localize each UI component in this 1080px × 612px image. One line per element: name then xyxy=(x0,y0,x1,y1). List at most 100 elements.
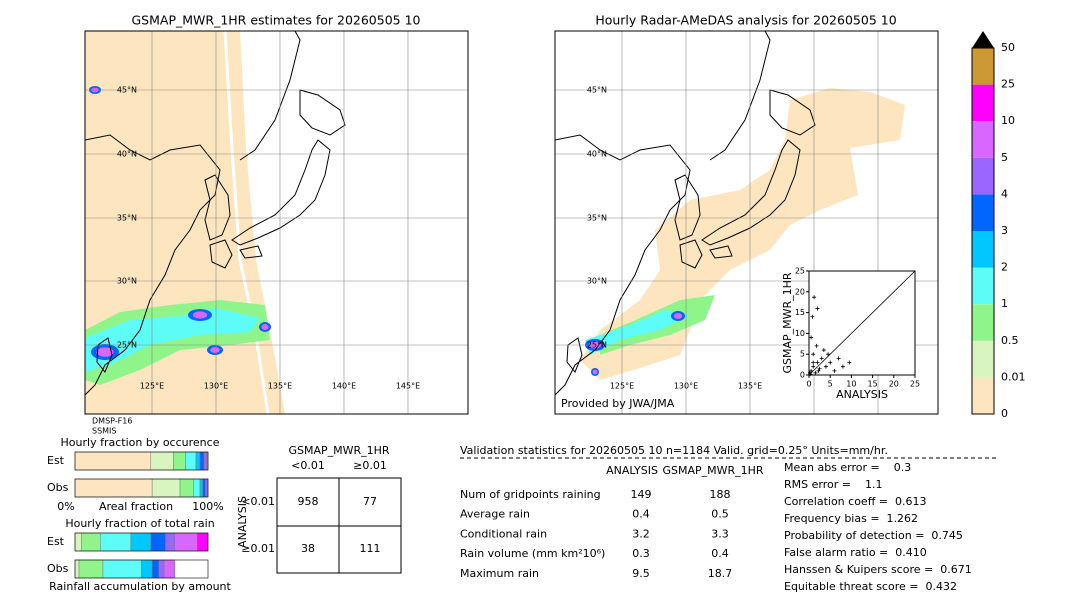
table-title: GSMAP_MWR_1HR xyxy=(288,444,389,457)
bar-frame xyxy=(74,559,209,579)
bar-frame xyxy=(74,478,209,498)
colorbar-label: 2 xyxy=(1001,261,1008,274)
fraction-segment xyxy=(158,559,165,579)
colorbar-label: 3 xyxy=(1001,224,1008,237)
stat-value: 188 xyxy=(710,488,731,501)
stat-label: Num of gridpoints raining xyxy=(460,488,601,501)
map-content xyxy=(85,31,468,414)
cell: 77 xyxy=(363,495,377,508)
panel-footer: Rainfall accumulation by amount xyxy=(49,580,231,593)
lon-label: 130°E xyxy=(204,382,228,391)
axis-label: Areal fraction xyxy=(99,500,173,513)
colorbar-label: 5 xyxy=(1001,151,1008,164)
colorbar-swatch xyxy=(972,48,994,85)
diagonal xyxy=(808,270,916,376)
colorbar-label: 10 xyxy=(1001,114,1015,127)
lat-label: 25°N xyxy=(587,341,607,350)
x-tick-label: 25 xyxy=(910,380,920,389)
lon-label: 130°E xyxy=(674,382,698,391)
stat-label: Rain volume (mm km²10⁶) xyxy=(460,547,605,560)
lon-label: 140°E xyxy=(332,382,356,391)
scatter-point xyxy=(807,370,812,375)
fraction-segment xyxy=(193,478,201,498)
score: Equitable threat score = 0.432 xyxy=(784,580,957,593)
rain-area xyxy=(585,310,690,355)
fraction-segment xyxy=(185,451,197,471)
rain-cell xyxy=(96,347,114,357)
lat-label: 45°N xyxy=(587,86,607,95)
y-tick-label: 25 xyxy=(795,267,805,276)
sensor-note: DMSP-F16 xyxy=(92,417,132,426)
column-header: GSMAP_MWR_1HR xyxy=(662,464,763,477)
colorbar-label: 0 xyxy=(1001,407,1008,420)
fraction-segment xyxy=(102,559,142,579)
rain-area xyxy=(580,88,905,380)
stat-value: 3.2 xyxy=(632,527,650,540)
map-frame xyxy=(554,30,939,415)
scatter-point xyxy=(816,368,821,373)
scatter-point xyxy=(811,364,816,369)
y-tick-label: 5 xyxy=(800,350,805,359)
scatter-point xyxy=(811,352,816,357)
x-tick-label: 15 xyxy=(868,380,878,389)
scatter-point xyxy=(814,343,819,348)
lat-label: 40°N xyxy=(587,150,607,159)
fraction-segment xyxy=(150,451,174,471)
row-header: ≥0.01 xyxy=(241,542,275,555)
column-header: <0.01 xyxy=(291,459,325,472)
fraction-segment xyxy=(205,478,209,498)
lat-label: 25°N xyxy=(117,341,137,350)
scatter-point xyxy=(823,364,828,369)
colorbar-label: 4 xyxy=(1001,187,1008,200)
colorbar-label: 0.01 xyxy=(1001,370,1026,383)
colorbar-label: 1 xyxy=(1001,297,1008,310)
scatter-point xyxy=(840,364,845,369)
bar-frame xyxy=(74,451,209,471)
colorbar-extend xyxy=(972,31,994,48)
row-label: Obs xyxy=(47,481,69,494)
fraction-segment xyxy=(130,532,152,552)
stat-label: Average rain xyxy=(460,508,530,521)
x-tick-label: 5 xyxy=(828,380,833,389)
score: Probability of detection = 0.745 xyxy=(784,529,963,542)
scatter-point xyxy=(811,360,816,365)
fraction-segment xyxy=(151,478,181,498)
axis-label: 0% xyxy=(57,500,74,513)
row-label: Est xyxy=(47,454,65,467)
map-frame xyxy=(84,30,469,415)
fraction-segment xyxy=(100,532,132,552)
lat-label: 45°N xyxy=(117,86,137,95)
score: Hanssen & Kuipers score = 0.671 xyxy=(784,563,972,576)
score: Mean abs error = 0.3 xyxy=(784,461,911,474)
colorbar-frame xyxy=(971,47,995,415)
colorbar-swatch xyxy=(972,231,994,268)
sensor-note: SSMIS xyxy=(92,427,117,436)
stat-value: 18.7 xyxy=(708,567,733,580)
row-label: Est xyxy=(47,535,65,548)
score: Frequency bias = 1.262 xyxy=(784,512,918,525)
fraction-segment xyxy=(151,559,160,579)
stat-value: 0.3 xyxy=(632,547,650,560)
scatter-point xyxy=(828,360,833,365)
colorbar-label: 50 xyxy=(1001,41,1015,54)
scatter-point xyxy=(821,348,826,353)
scatter-point xyxy=(809,368,814,373)
side-label: ANALYSIS xyxy=(236,496,249,548)
colorbar-swatch xyxy=(972,84,994,122)
x-tick-label: 10 xyxy=(846,380,856,389)
column-header: ANALYSIS xyxy=(606,464,658,477)
fraction-segment xyxy=(74,478,153,498)
lon-label: 125°E xyxy=(610,382,634,391)
scatter-point xyxy=(809,335,814,340)
y-tick-label: 20 xyxy=(795,287,805,296)
fraction-segment xyxy=(74,451,152,471)
colorbar-label: 25 xyxy=(1001,78,1015,91)
rain-cell xyxy=(592,369,598,375)
lat-label: 40°N xyxy=(117,150,137,159)
swath-edge xyxy=(223,31,270,414)
rain-cell xyxy=(210,347,220,353)
scatter-point xyxy=(815,306,820,311)
rain-cell xyxy=(261,324,269,330)
stat-label: Maximum rain xyxy=(460,567,539,580)
